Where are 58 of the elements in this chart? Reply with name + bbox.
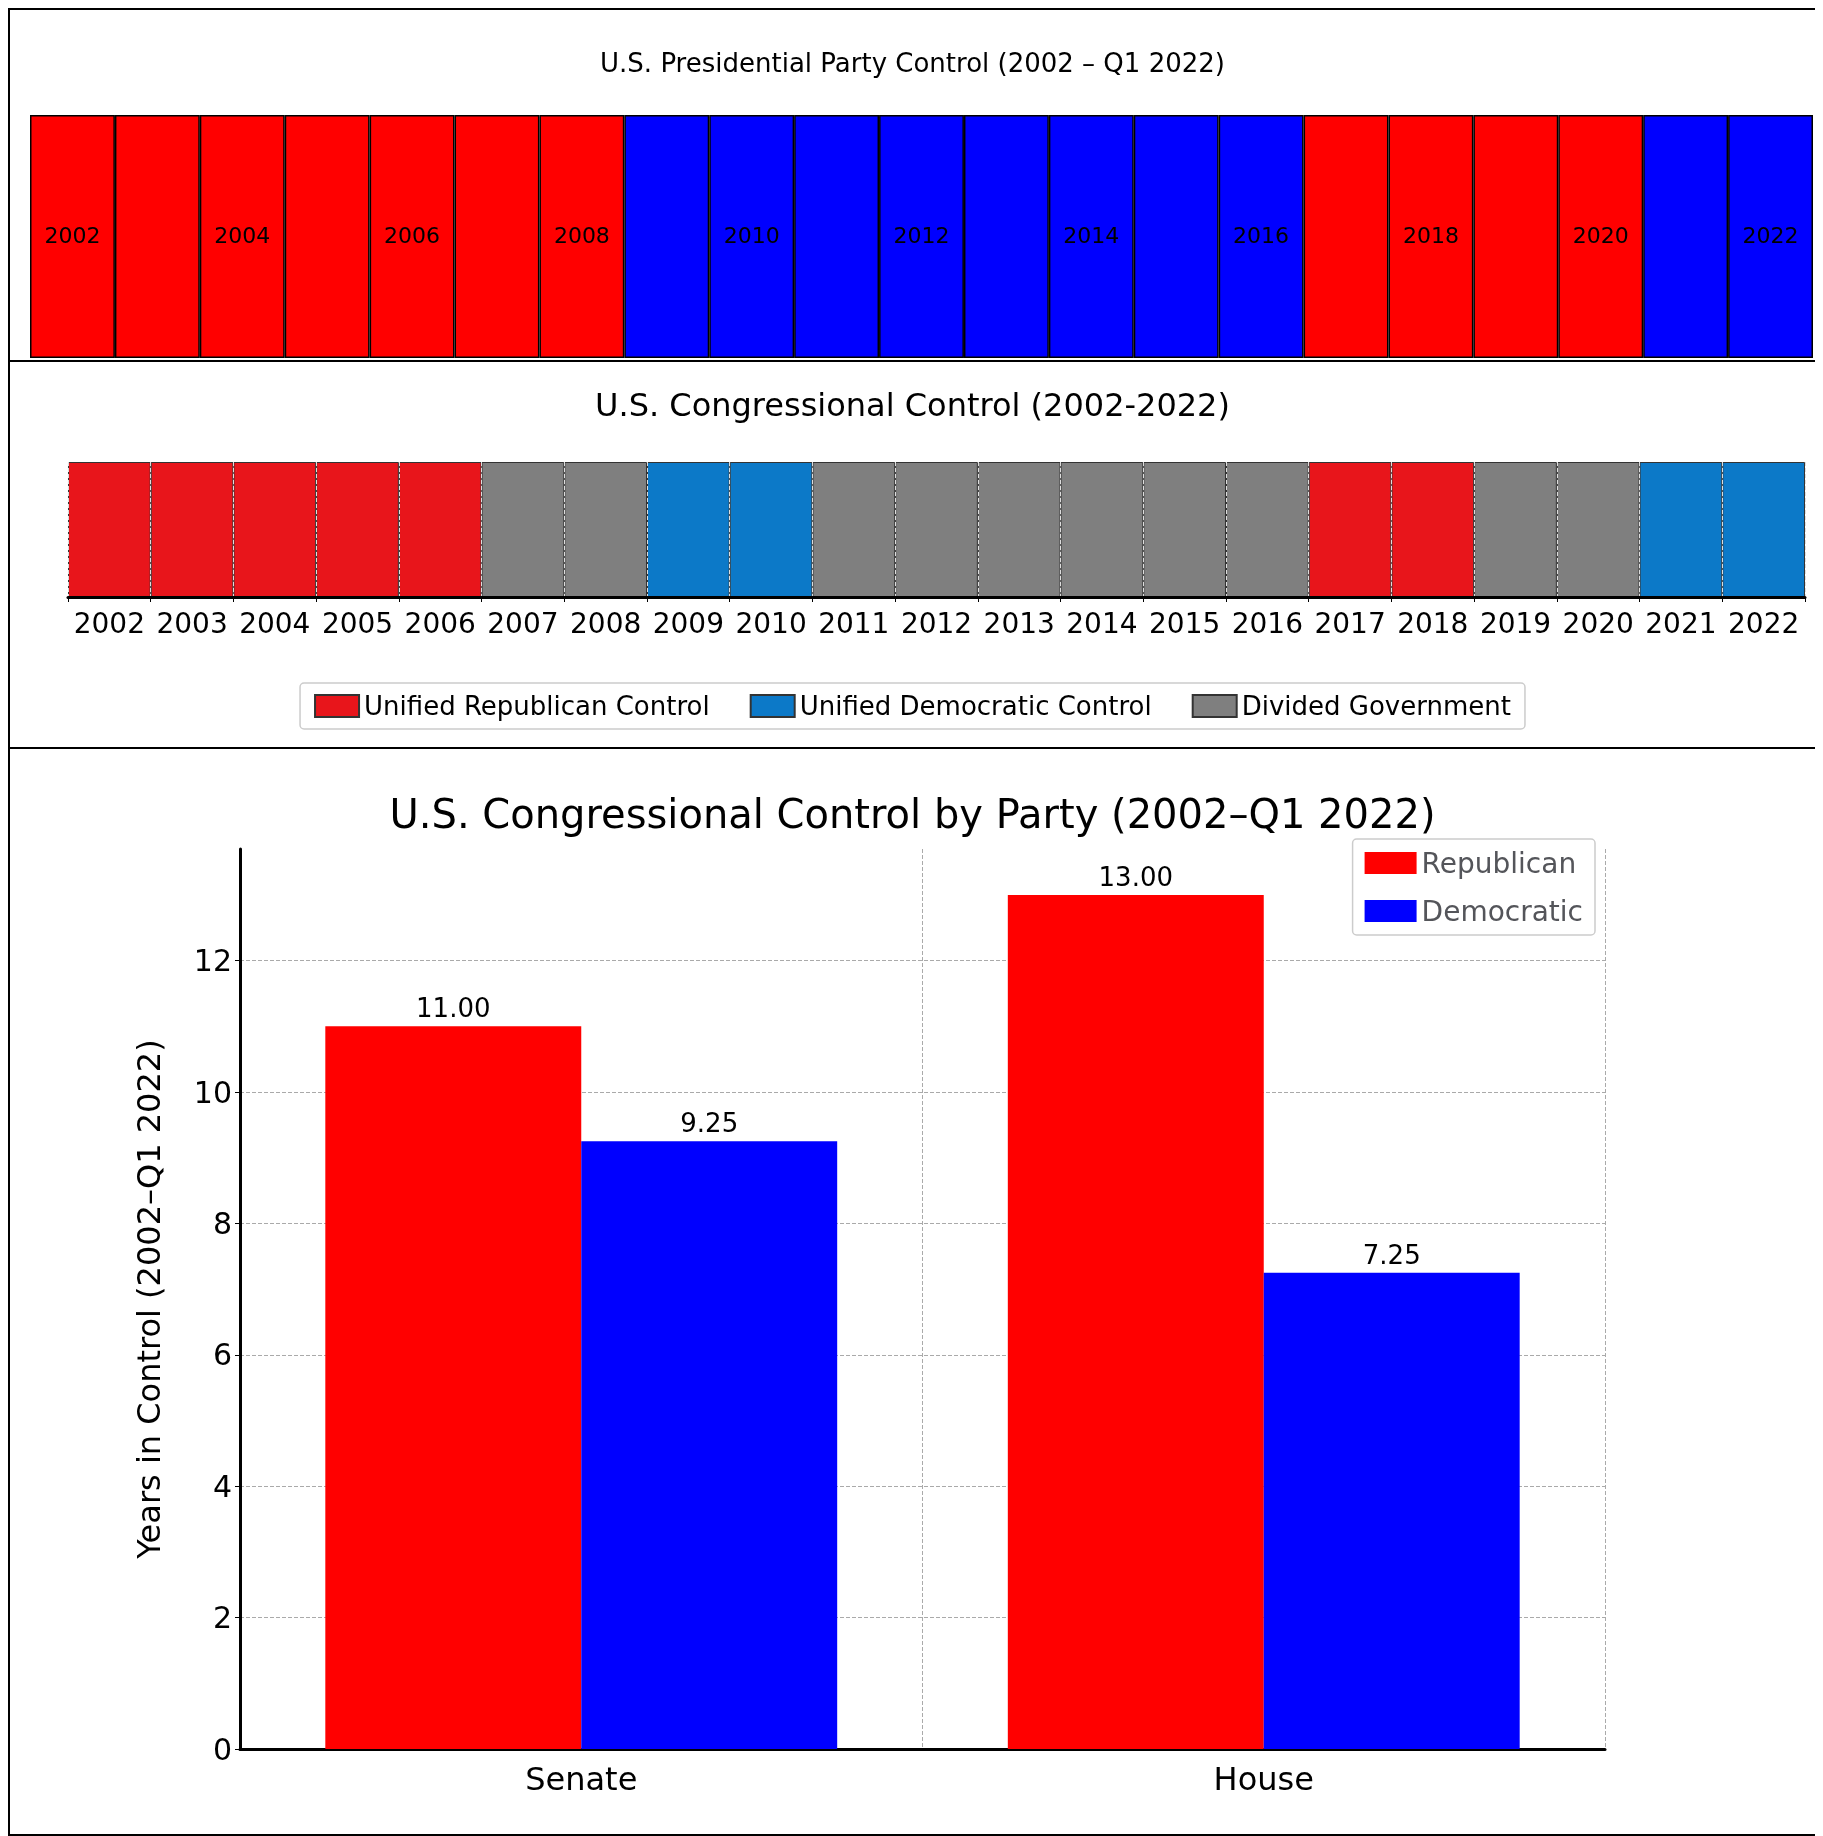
chart-title: U.S. Congressional Control (2002-2022) (595, 386, 1230, 424)
x-tick-label: 2022 (1728, 606, 1800, 640)
x-tick-label: 2004 (214, 223, 271, 248)
chart-title: U.S. Congressional Control by Party (2002–Q1 2022) (389, 791, 1436, 837)
x-tick-label: 2022 (1742, 223, 1799, 248)
x-tick-label: 2014 (1066, 606, 1138, 640)
x-tick-label: 2008 (553, 223, 610, 248)
legend-label: Republican (1421, 846, 1577, 880)
x-tick-label: 2016 (1233, 223, 1290, 248)
x-tick-label: 2020 (1562, 606, 1634, 640)
x-tick-label: 2005 (321, 606, 394, 640)
x-tick-label: 2006 (384, 223, 441, 248)
x-tick-label: 2010 (723, 223, 780, 248)
x-tick-label: 2015 (1149, 606, 1221, 640)
x-tick-label: 2004 (239, 606, 311, 640)
x-tick-label: 2011 (818, 606, 890, 640)
x-tick-label: House (1213, 1760, 1314, 1798)
bar (325, 1026, 582, 1749)
chart-title: U.S. Presidential Party Control (2002 – Q1 2022) (600, 48, 1225, 78)
legend-label: Democratic (1421, 894, 1584, 928)
x-tick-label: 2017 (1314, 606, 1386, 640)
x-tick-label: 2014 (1063, 223, 1120, 248)
x-tick-label: 2006 (404, 606, 476, 640)
x-tick-label: 2012 (900, 606, 973, 640)
data-label: 7.25 (1362, 1239, 1421, 1270)
x-tick-label: 2009 (652, 606, 724, 640)
y-tick-label: 8 (212, 1205, 232, 1241)
legend-label: Unified Republican Control (364, 691, 710, 721)
y-axis-title: Years in Control (2002–Q1 2022) (130, 1039, 168, 1560)
x-tick-label: 2018 (1402, 223, 1459, 248)
x-tick-label: 2010 (735, 606, 807, 640)
data-label: 11.00 (416, 993, 491, 1024)
x-tick-label: Senate (525, 1760, 638, 1798)
y-tick-label: 2 (212, 1600, 232, 1636)
bar (1263, 1272, 1520, 1749)
y-tick-label: 6 (212, 1337, 232, 1373)
bar (1007, 894, 1264, 1749)
x-tick-label: 2008 (570, 606, 642, 640)
y-tick-label: 10 (193, 1074, 232, 1110)
data-label: 9.25 (680, 1108, 739, 1139)
x-tick-label: 2016 (1231, 606, 1303, 640)
x-tick-label: 2020 (1572, 223, 1629, 248)
x-tick-label: 2018 (1397, 606, 1469, 640)
x-tick-label: 2007 (487, 606, 559, 640)
x-tick-label: 2013 (983, 606, 1055, 640)
x-tick-label: 2003 (156, 606, 228, 640)
x-tick-label: 2002 (73, 606, 145, 640)
y-tick-label: 4 (212, 1468, 232, 1504)
x-tick-label: 2019 (1479, 606, 1552, 640)
x-tick-label: 2021 (1645, 606, 1717, 640)
bar (581, 1141, 838, 1749)
x-tick-label: 2012 (893, 223, 950, 248)
y-tick-label: 12 (193, 943, 232, 979)
data-label: 13.00 (1098, 861, 1173, 892)
legend-label: Unified Democratic Control (799, 691, 1152, 721)
y-tick-label: 0 (212, 1731, 232, 1767)
legend-label: Divided Government (1241, 691, 1511, 721)
x-tick-label: 2002 (44, 223, 101, 248)
